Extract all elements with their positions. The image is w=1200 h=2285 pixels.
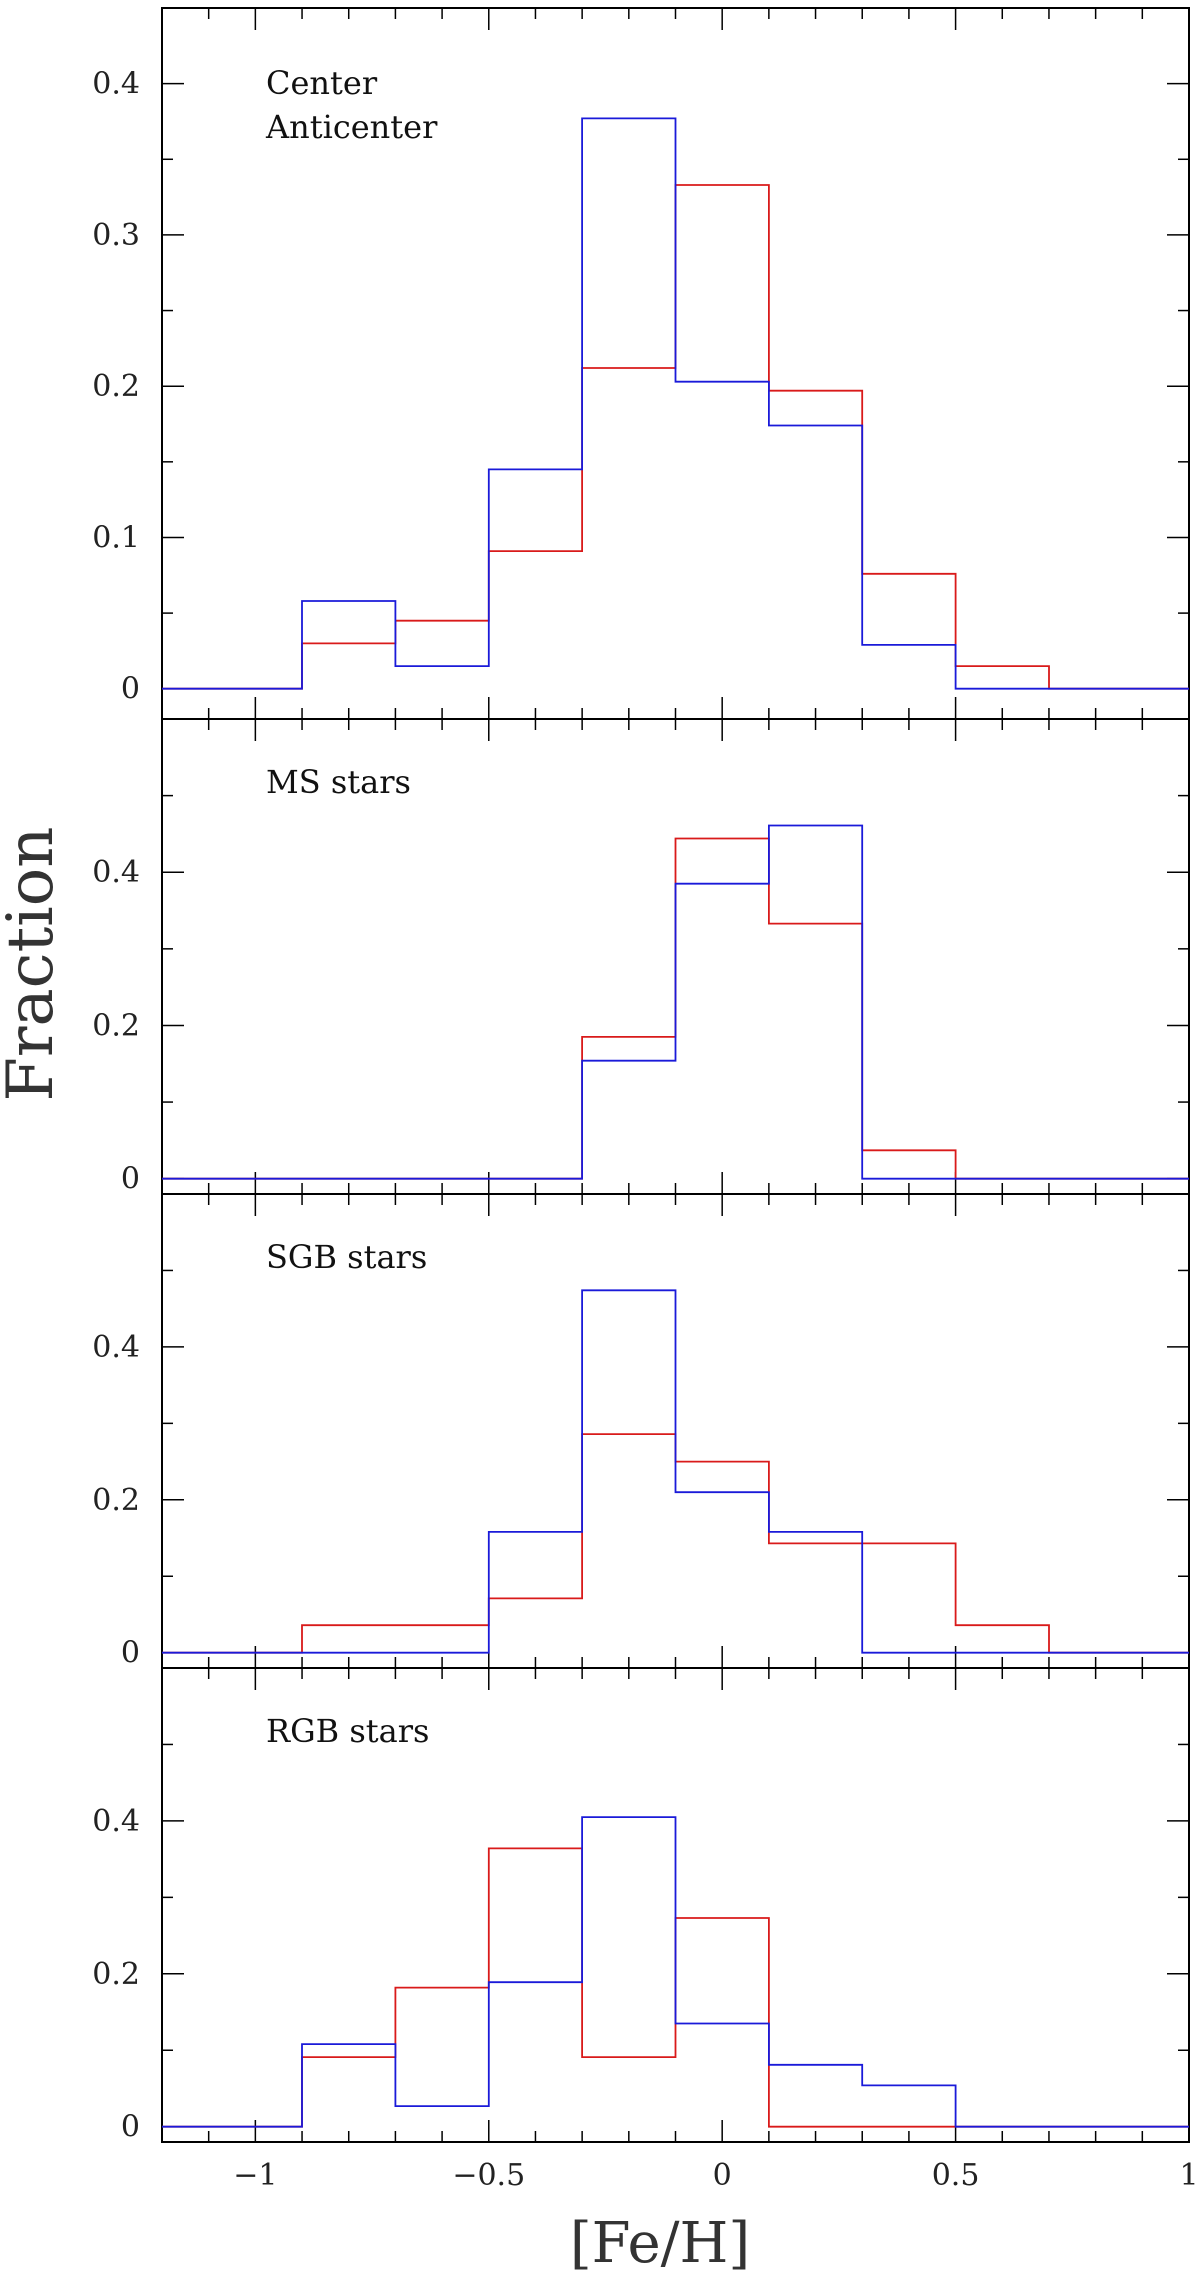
panel-1: 0 0.1 0.2 0.3 0.4 Center Anticenter — [92, 7, 1190, 720]
y-tick-label: 0.2 — [92, 1483, 140, 1518]
series-center-line — [162, 1816, 1189, 2128]
y-tick-label: 0 — [121, 1162, 140, 1197]
panel-label: RGB stars — [266, 1712, 429, 1750]
y-tick-label: 0 — [121, 1636, 140, 1671]
panel-3: 0 0.2 0.4 SGB stars — [92, 1193, 1190, 1671]
y-tick-label: 0.1 — [92, 520, 140, 555]
x-axis-label: [Fe/H] — [570, 2211, 750, 2276]
x-tick-labels: −1 −0.5 0 0.5 1 — [233, 2158, 1198, 2193]
series-anticenter-line — [162, 1847, 1189, 2128]
y-tick-label: 0.4 — [92, 67, 140, 102]
panel-label: MS stars — [266, 763, 411, 801]
y-tick-label: 0 — [121, 672, 140, 707]
y-tick-label: 0.4 — [92, 1330, 140, 1365]
series-center-line — [162, 824, 1189, 1180]
panels-layer: 0 0.1 0.2 0.3 0.4 Center Anticenter 0 0.2 0.4 MS s… — [92, 7, 1190, 2145]
y-tick-label: 0.2 — [92, 1008, 140, 1043]
y-tick-label: 0.4 — [92, 1804, 140, 1839]
panel-2: 0 0.2 0.4 MS stars — [92, 718, 1190, 1197]
x-tick-label: −1 — [233, 2158, 277, 2193]
x-tick-label: 1 — [1179, 2158, 1198, 2193]
series-center-line — [162, 1289, 1189, 1654]
panel-label: SGB stars — [266, 1238, 427, 1276]
x-tick-label: −0.5 — [452, 2158, 525, 2193]
y-tick-label: 0.3 — [92, 218, 140, 253]
legend-anticenter: Anticenter — [265, 108, 438, 146]
y-tick-label: 0.4 — [92, 855, 140, 890]
series-center-line — [162, 117, 1189, 690]
x-tick-label: 0.5 — [932, 2158, 980, 2193]
x-tick-label: 0 — [713, 2158, 732, 2193]
y-tick-label: 0 — [121, 2110, 140, 2145]
y-tick-label: 0.2 — [92, 1957, 140, 1992]
y-axis-label: Fraction — [0, 827, 68, 1102]
legend-center: Center — [266, 64, 378, 102]
panel-4: 0 0.2 0.4 RGB stars — [92, 1667, 1190, 2145]
y-tick-label: 0.2 — [92, 369, 140, 404]
